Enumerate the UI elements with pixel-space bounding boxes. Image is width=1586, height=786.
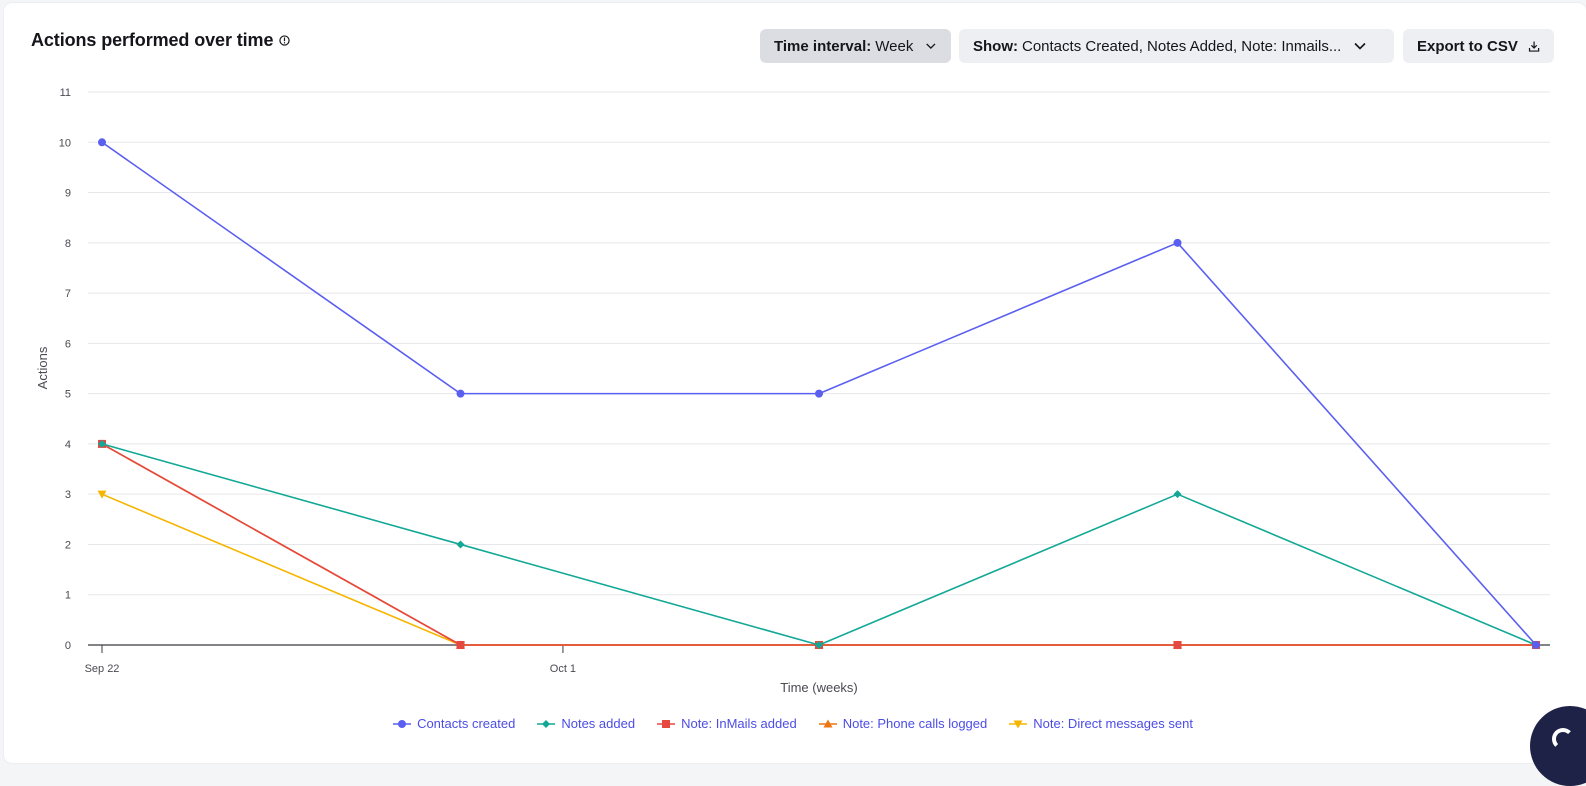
legend-swatch-marker: [662, 719, 671, 728]
legend-swatch: [1009, 720, 1028, 728]
x-tick-label: Sep 22: [85, 663, 120, 675]
legend-item[interactable]: Note: Phone calls logged: [818, 716, 988, 731]
info-icon[interactable]: [279, 35, 291, 46]
show-series-dropdown[interactable]: Show: Contacts Created, Notes Added, Not…: [959, 29, 1394, 63]
y-tick-label: 5: [65, 389, 71, 401]
legend-label: Note: Phone calls logged: [842, 716, 988, 731]
page-title: Actions performed over time: [31, 30, 274, 50]
y-axis-ticks: 0 1 2 3 4 5 6 7 8 9 10 11: [59, 87, 71, 652]
y-tick-label: 6: [65, 338, 71, 350]
legend-swatch: [393, 719, 412, 728]
download-icon: [1528, 41, 1540, 52]
line-chart: 0 1 2 3 4 5 6 7 8 9 10 11 Sep 22 Oct 1 Actions Time …: [35, 87, 1550, 695]
legend-label: Note: InMails added: [681, 716, 797, 731]
export-csv-label: Export to CSV: [1417, 37, 1518, 55]
legend-swatch-marker: [1013, 720, 1023, 728]
data-point: [98, 138, 106, 147]
legend-swatch-marker: [398, 719, 407, 728]
show-label: Show:: [973, 37, 1018, 55]
y-tick-label: 0: [65, 640, 71, 652]
time-interval-value: Week: [875, 37, 914, 55]
data-point: [456, 389, 465, 398]
data-point: [456, 641, 465, 649]
chart-title-row: Actions performed over time: [31, 30, 291, 51]
data-point: [1532, 641, 1540, 649]
y-tick-label: 7: [65, 288, 71, 300]
legend-item[interactable]: Note: Direct messages sent: [1009, 716, 1193, 731]
data-point: [1173, 641, 1182, 649]
data-point: [98, 439, 106, 448]
legend-swatch-marker: [823, 719, 833, 727]
series-line: [101, 493, 1536, 646]
data-point: [815, 641, 823, 649]
data-point: [456, 540, 465, 549]
series-note-direct-messages-sent: [97, 490, 1541, 650]
data-point: [1173, 490, 1182, 499]
legend-label: Notes added: [561, 716, 636, 731]
chart-card: [4, 3, 1586, 763]
chevron-down-icon: [926, 43, 936, 50]
y-tick-label: 8: [65, 238, 71, 250]
y-tick-label: 9: [65, 188, 71, 200]
y-tick-label: 4: [65, 439, 71, 451]
x-axis-label: Time (weeks): [780, 680, 858, 695]
chart-series: [97, 138, 1541, 650]
data-point: [815, 389, 823, 398]
y-tick-label: 3: [65, 489, 71, 501]
legend-item[interactable]: Contacts created: [393, 716, 515, 731]
y-tick-label: 2: [65, 539, 71, 551]
chart-gridlines: [88, 91, 1550, 646]
export-csv-button[interactable]: Export to CSV: [1403, 29, 1554, 63]
legend-label: Note: Direct messages sent: [1033, 716, 1193, 731]
y-tick-label: 1: [65, 590, 71, 602]
x-axis: Sep 22 Oct 1: [85, 645, 576, 675]
y-axis-label: Actions: [35, 346, 50, 389]
legend-swatch: [537, 719, 556, 728]
series-contacts-created: [98, 138, 1540, 649]
legend-item[interactable]: Note: InMails added: [657, 716, 797, 731]
time-interval-dropdown[interactable]: Time interval: Week: [760, 29, 951, 63]
legend-item[interactable]: Notes added: [537, 716, 635, 731]
y-tick-label: 11: [60, 87, 71, 99]
data-point: [1173, 238, 1182, 247]
data-point: [97, 490, 107, 499]
x-tick-label: Oct 1: [550, 663, 576, 675]
legend-swatch-marker: [542, 719, 551, 728]
legend-swatch: [657, 719, 676, 728]
legend-label: Contacts created: [417, 716, 516, 731]
chevron-down-icon: [1354, 42, 1366, 50]
y-tick-label: 10: [59, 137, 71, 149]
legend-swatch: [818, 719, 837, 727]
chart-legend: Contacts created Notes added Note: InMails…: [0, 716, 1586, 731]
time-interval-label: Time interval:: [774, 37, 872, 55]
